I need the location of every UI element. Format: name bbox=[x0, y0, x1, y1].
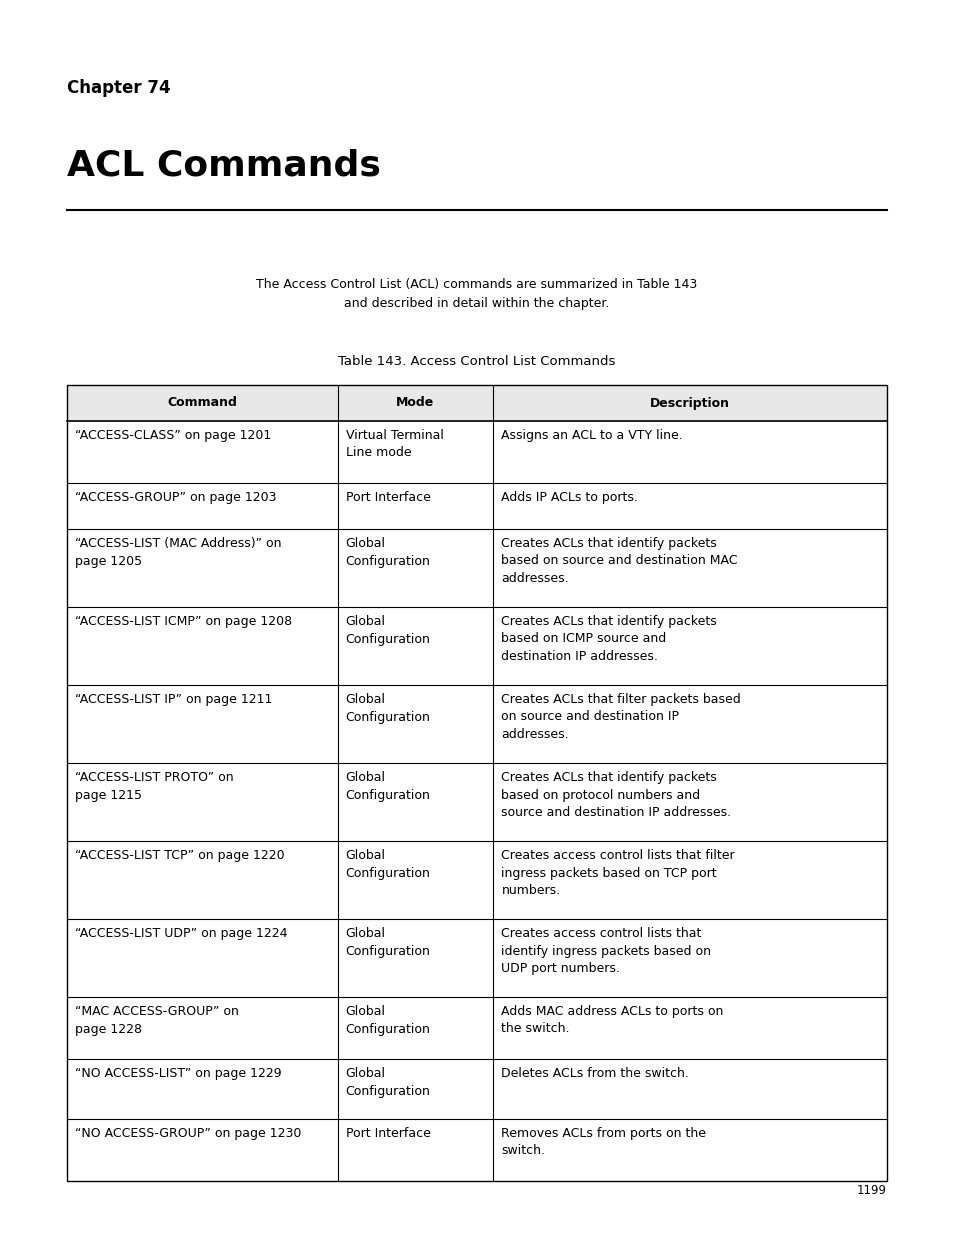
Text: Global
Configuration: Global Configuration bbox=[345, 771, 430, 802]
Text: “NO ACCESS-LIST” on page 1229: “NO ACCESS-LIST” on page 1229 bbox=[75, 1067, 281, 1079]
Text: 1199: 1199 bbox=[856, 1184, 886, 1197]
Text: Deletes ACLs from the switch.: Deletes ACLs from the switch. bbox=[501, 1067, 689, 1079]
Text: “ACCESS-GROUP” on page 1203: “ACCESS-GROUP” on page 1203 bbox=[75, 492, 276, 504]
Bar bbox=[67, 385, 886, 1181]
Text: Port Interface: Port Interface bbox=[345, 492, 430, 504]
Text: Global
Configuration: Global Configuration bbox=[345, 615, 430, 646]
Text: Global
Configuration: Global Configuration bbox=[345, 693, 430, 724]
Text: Creates ACLs that identify packets
based on protocol numbers and
source and dest: Creates ACLs that identify packets based… bbox=[501, 771, 731, 819]
Text: Global
Configuration: Global Configuration bbox=[345, 537, 430, 568]
Text: Table 143. Access Control List Commands: Table 143. Access Control List Commands bbox=[338, 354, 615, 368]
Text: “ACCESS-LIST ICMP” on page 1208: “ACCESS-LIST ICMP” on page 1208 bbox=[75, 615, 292, 629]
Text: Virtual Terminal
Line mode: Virtual Terminal Line mode bbox=[345, 429, 443, 459]
Text: Creates ACLs that identify packets
based on source and destination MAC
addresses: Creates ACLs that identify packets based… bbox=[501, 537, 737, 585]
Text: Global
Configuration: Global Configuration bbox=[345, 848, 430, 879]
Text: “ACCESS-LIST PROTO” on
page 1215: “ACCESS-LIST PROTO” on page 1215 bbox=[75, 771, 233, 802]
Text: Creates access control lists that filter
ingress packets based on TCP port
numbe: Creates access control lists that filter… bbox=[501, 848, 734, 897]
Text: Global
Configuration: Global Configuration bbox=[345, 1005, 430, 1035]
Text: “NO ACCESS-GROUP” on page 1230: “NO ACCESS-GROUP” on page 1230 bbox=[75, 1128, 301, 1140]
Text: Creates ACLs that identify packets
based on ICMP source and
destination IP addre: Creates ACLs that identify packets based… bbox=[501, 615, 717, 663]
Text: Adds MAC address ACLs to ports on
the switch.: Adds MAC address ACLs to ports on the sw… bbox=[501, 1005, 723, 1035]
Text: Description: Description bbox=[650, 396, 729, 410]
Text: Mode: Mode bbox=[395, 396, 435, 410]
Text: Chapter 74: Chapter 74 bbox=[67, 79, 171, 98]
Text: “ACCESS-LIST IP” on page 1211: “ACCESS-LIST IP” on page 1211 bbox=[75, 693, 273, 706]
Text: The Access Control List (ACL) commands are summarized in Table 143
and described: The Access Control List (ACL) commands a… bbox=[256, 278, 697, 310]
Text: Creates ACLs that filter packets based
on source and destination IP
addresses.: Creates ACLs that filter packets based o… bbox=[501, 693, 740, 741]
Text: Global
Configuration: Global Configuration bbox=[345, 1067, 430, 1098]
Text: Global
Configuration: Global Configuration bbox=[345, 927, 430, 957]
Text: Removes ACLs from ports on the
switch.: Removes ACLs from ports on the switch. bbox=[501, 1128, 705, 1157]
Text: Port Interface: Port Interface bbox=[345, 1128, 430, 1140]
Text: “ACCESS-CLASS” on page 1201: “ACCESS-CLASS” on page 1201 bbox=[75, 429, 271, 442]
Text: “MAC ACCESS-GROUP” on
page 1228: “MAC ACCESS-GROUP” on page 1228 bbox=[75, 1005, 238, 1035]
Text: “ACCESS-LIST UDP” on page 1224: “ACCESS-LIST UDP” on page 1224 bbox=[75, 927, 287, 940]
Text: Creates access control lists that
identify ingress packets based on
UDP port num: Creates access control lists that identi… bbox=[501, 927, 711, 974]
Text: Assigns an ACL to a VTY line.: Assigns an ACL to a VTY line. bbox=[501, 429, 682, 442]
Text: “ACCESS-LIST TCP” on page 1220: “ACCESS-LIST TCP” on page 1220 bbox=[75, 848, 284, 862]
Text: ACL Commands: ACL Commands bbox=[67, 148, 380, 182]
Text: Adds IP ACLs to ports.: Adds IP ACLs to ports. bbox=[501, 492, 638, 504]
Bar bbox=[67, 385, 886, 421]
Text: Command: Command bbox=[167, 396, 237, 410]
Text: “ACCESS-LIST (MAC Address)” on
page 1205: “ACCESS-LIST (MAC Address)” on page 1205 bbox=[75, 537, 281, 568]
